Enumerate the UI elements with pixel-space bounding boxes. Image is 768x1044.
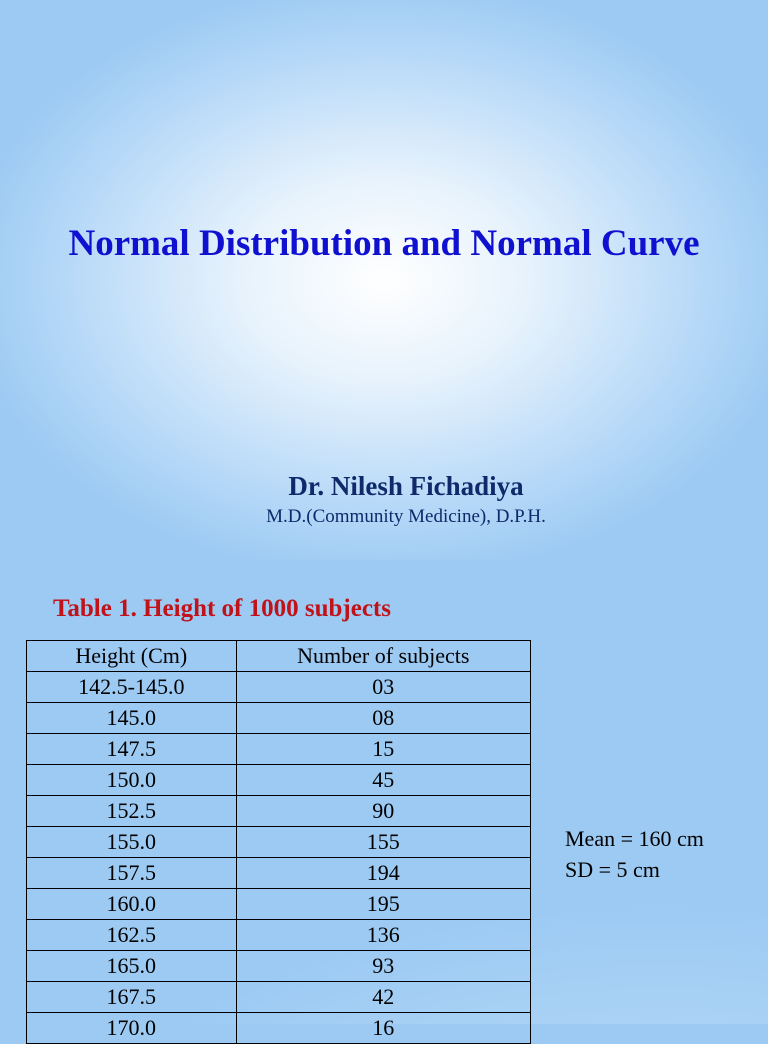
table-row: 147.5 15 [26, 733, 532, 765]
table-row: 170.0 16 [26, 1012, 532, 1044]
count-cell: 195 [235, 888, 532, 920]
count-cell: 08 [235, 702, 532, 734]
table-row: 160.0 195 [26, 888, 532, 920]
height-cell: 155.0 [26, 826, 237, 858]
author-name: Dr. Nilesh Fichadiya [288, 471, 524, 501]
count-cell: 42 [235, 981, 532, 1013]
count-cell: 90 [235, 795, 532, 827]
count-cell: 155 [235, 826, 532, 858]
height-cell: 152.5 [26, 795, 237, 827]
table-row: 145.0 08 [26, 702, 532, 734]
height-cell: 170.0 [26, 1012, 237, 1044]
title-slide [0, 0, 768, 560]
count-cell: 93 [235, 950, 532, 982]
count-cell: 03 [235, 671, 532, 703]
height-cell: 150.0 [26, 764, 237, 796]
height-cell: 142.5-145.0 [26, 671, 237, 703]
author-block: Dr. Nilesh Fichadiya M.D.(Community Medi… [0, 468, 768, 530]
slide-title: Normal Distribution and Normal Curve [68, 223, 700, 264]
table-row: 157.5 194 [26, 857, 532, 889]
table-row: 152.5 90 [26, 795, 532, 827]
table-row: 150.0 45 [26, 764, 532, 796]
author-credentials: M.D.(Community Medicine), D.P.H. [266, 506, 546, 527]
count-cell: 16 [235, 1012, 532, 1044]
table-row: 162.5 136 [26, 919, 532, 951]
count-cell: 45 [235, 764, 532, 796]
count-cell: 15 [235, 733, 532, 765]
summary-stats: Mean = 160 cm SD = 5 cm [565, 823, 704, 885]
sd-label: SD = 5 cm [565, 857, 660, 882]
table-row: 155.0 155 [26, 826, 532, 858]
count-cell: 136 [235, 919, 532, 951]
table-caption: Table 1. Height of 1000 subjects [53, 595, 391, 622]
count-cell: 194 [235, 857, 532, 889]
table-row: 142.5-145.0 03 [26, 671, 532, 703]
height-cell: 162.5 [26, 919, 237, 951]
table-header-row: Height (Cm) Number of subjects [26, 640, 532, 672]
table-row: 167.5 42 [26, 981, 532, 1013]
height-cell: 160.0 [26, 888, 237, 920]
height-cell: 165.0 [26, 950, 237, 982]
mean-label: Mean = 160 cm [565, 826, 704, 851]
height-cell: 157.5 [26, 857, 237, 889]
column-header-subjects: Number of subjects [235, 640, 532, 672]
height-cell: 147.5 [26, 733, 237, 765]
column-header-height: Height (Cm) [26, 640, 237, 672]
height-table: Height (Cm) Number of subjects 142.5-145… [26, 640, 532, 1044]
table-row: 165.0 93 [26, 950, 532, 982]
height-cell: 167.5 [26, 981, 237, 1013]
height-cell: 145.0 [26, 702, 237, 734]
